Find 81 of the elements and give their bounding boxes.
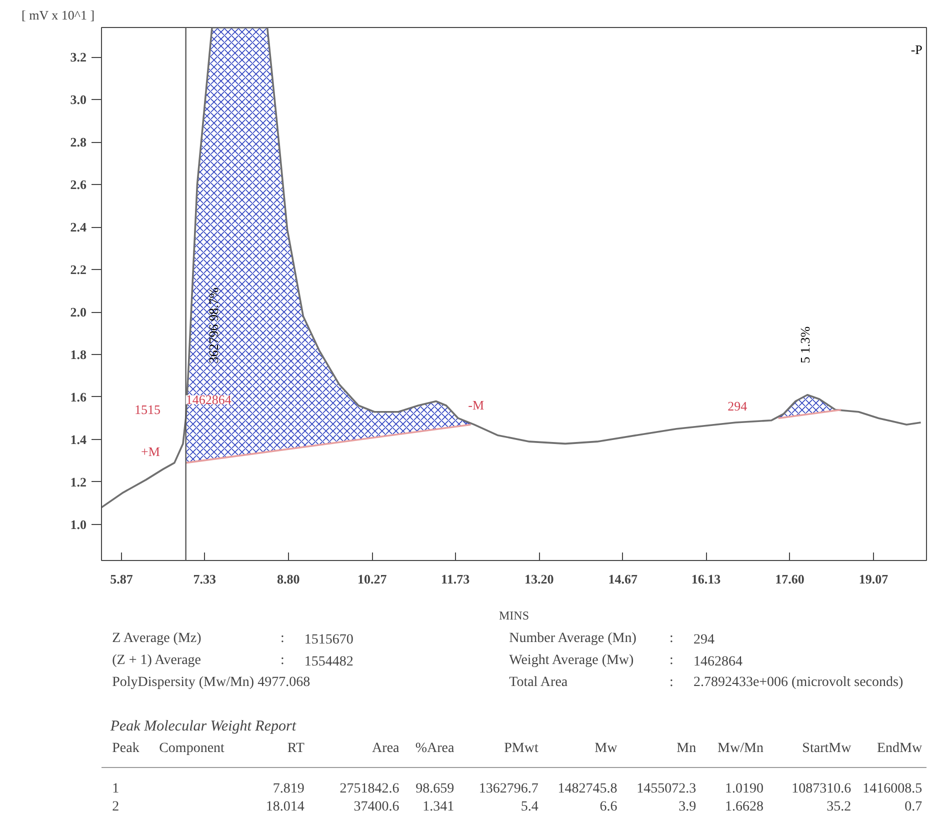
x-axis-title: MINS [498, 608, 530, 622]
text: StartMw [802, 741, 852, 756]
y-tick-label: 1.2 [70, 474, 86, 490]
text: %Area [415, 741, 455, 756]
text: 1362796.7 [478, 782, 538, 796]
text: RT [287, 741, 305, 756]
annotation: 5 1.3% [798, 326, 813, 364]
text: : [280, 653, 284, 668]
text: : [280, 631, 284, 646]
text: (Z + 1) Average [112, 653, 202, 668]
y-tick-label: 1.4 [70, 432, 87, 447]
text: 3.9 [678, 800, 696, 814]
text: 0.7 [904, 800, 922, 814]
text: 294 [693, 632, 714, 648]
x-tick-label: 7.33 [193, 572, 216, 586]
text: Peak [112, 741, 140, 756]
x-tick-label: 11.73 [441, 572, 470, 586]
y-tick-label: 2.8 [70, 134, 87, 150]
text: 1.0190 [724, 782, 764, 796]
text: Total Area [509, 675, 568, 690]
text: Mn [676, 741, 696, 756]
text: Mw/Mn [718, 741, 764, 756]
text: 35.2 [826, 800, 852, 814]
x-tick-label: 10.27 [358, 572, 388, 586]
y-tick-label: 2.0 [70, 304, 86, 320]
text: 6.6 [600, 800, 618, 814]
annotation: -M [468, 398, 484, 413]
text: Mw [594, 741, 618, 756]
line-series [102, 28, 922, 508]
text: Area [372, 741, 400, 756]
text: 98.659 [416, 782, 454, 796]
text: Z Average (Mz) [112, 631, 202, 646]
x-tick-label: 13.20 [524, 572, 554, 586]
text: 1087310.6 [792, 782, 852, 796]
y-tick-label: 2.6 [70, 177, 87, 192]
text: EndMw [876, 741, 923, 756]
text: Number Average (Mn) [509, 631, 637, 646]
x-tick-label: 8.80 [277, 572, 300, 586]
y-tick-label: 1.6 [70, 389, 87, 404]
x-tick-label: 19.07 [858, 572, 889, 586]
annotation: +M [141, 444, 160, 460]
text: Peak Molecular Weight Report [109, 718, 297, 734]
annotation: 294 [728, 398, 748, 414]
x-tick-label: 17.60 [775, 572, 804, 586]
annotation: -P [910, 42, 922, 57]
text: 18.014 [266, 800, 304, 814]
text: 1462864 [693, 654, 742, 670]
text: 7.819 [272, 782, 304, 796]
x-tick-label: 16.13 [691, 572, 722, 586]
text: 1.341 [422, 800, 454, 814]
text: 37400.6 [354, 800, 400, 814]
text: 1.6628 [724, 800, 764, 814]
text: PMwt [504, 741, 538, 756]
text: 1 [112, 782, 120, 796]
text: 2751842.6 [340, 782, 400, 796]
text: Component [159, 741, 225, 756]
y-axis-title: [ mV x 10^1 ] [22, 8, 95, 22]
text: 2.7892433e+006 (microvolt seconds) [693, 675, 904, 690]
y-tick-label: 1.0 [70, 516, 86, 532]
y-tick-label: 2.4 [70, 220, 87, 235]
text: Weight Average (Mw) [509, 653, 634, 668]
text: : [670, 653, 674, 668]
text: : [670, 675, 674, 690]
annotation: 362796 98.7% [206, 287, 222, 364]
x-tick-label: 5.87 [110, 572, 134, 586]
text: 5.4 [520, 800, 538, 814]
text: 1554482 [304, 654, 354, 670]
y-tick-label: 3.2 [70, 50, 86, 65]
text: 1482745.8 [558, 782, 618, 796]
annotation: 1462864 [186, 392, 232, 408]
text: : [670, 631, 674, 646]
text: 1515670 [304, 632, 354, 648]
x-tick-label: 14.67 [608, 572, 638, 586]
y-tick-label: 3.0 [70, 92, 86, 108]
text: PolyDispersity (Mw/Mn) 4977.068 [112, 675, 310, 690]
y-tick-label: 2.2 [70, 262, 86, 278]
text: 1416008.5 [862, 782, 922, 796]
text: 1455072.3 [636, 782, 696, 796]
y-tick-label: 1.8 [70, 347, 87, 362]
text: 2 [112, 800, 120, 814]
annotation: 1515 [134, 402, 160, 417]
